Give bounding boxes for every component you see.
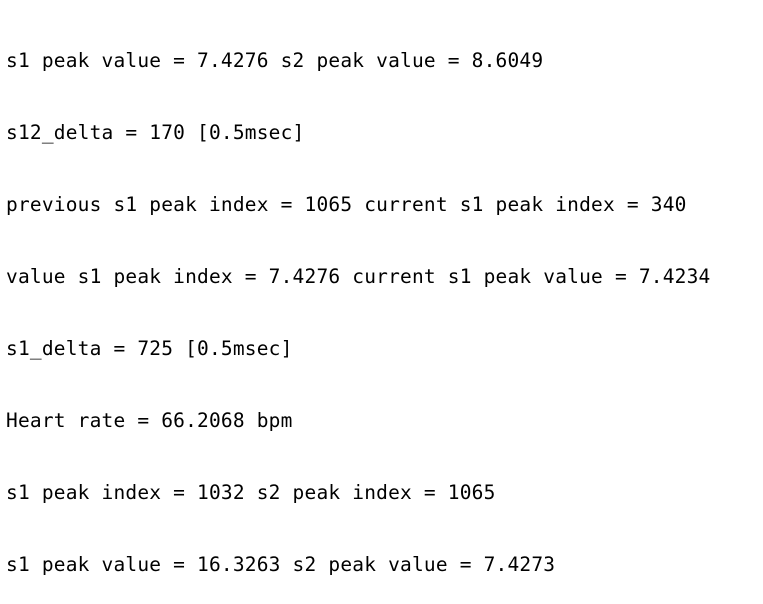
console-line: s1_delta = 725 [0.5msec]: [6, 337, 293, 360]
console-line: s1 peak index = 1032 s2 peak index = 106…: [6, 481, 496, 504]
console-line: s12_delta = 170 [0.5msec]: [6, 121, 305, 144]
console-line: previous s1 peak index = 1065 current s1…: [6, 193, 687, 216]
console-line: s1 peak value = 16.3263 s2 peak value = …: [6, 553, 556, 576]
console-line: s1 peak value = 7.4276 s2 peak value = 8…: [6, 49, 544, 72]
console-line: value s1 peak index = 7.4276 current s1 …: [6, 265, 711, 288]
console-line: Heart rate = 66.2068 bpm: [6, 409, 293, 432]
